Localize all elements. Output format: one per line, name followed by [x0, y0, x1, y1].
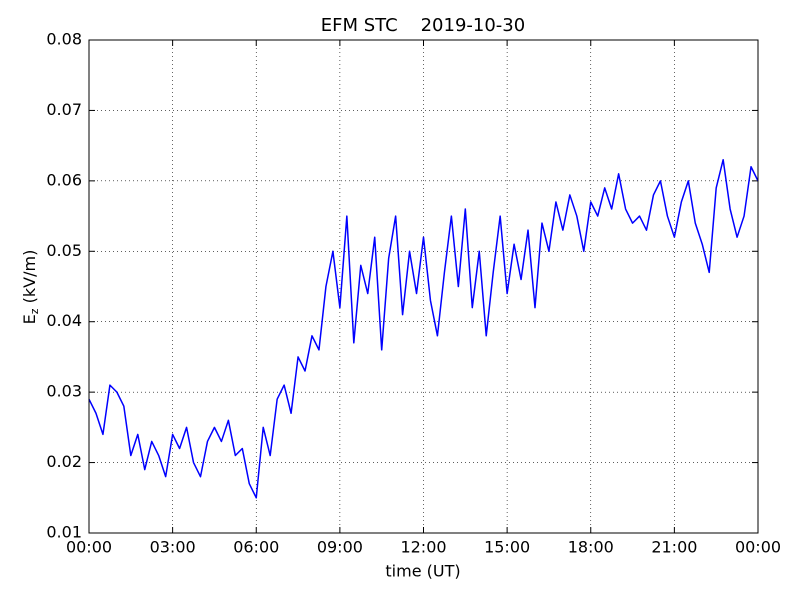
x-tick-label: 21:00 [651, 538, 697, 557]
y-tick-label: 0.04 [46, 311, 82, 330]
y-tick-label: 0.06 [46, 170, 82, 189]
plot-frame [88, 39, 759, 534]
x-tick-label: 06:00 [233, 538, 279, 557]
x-axis-label: time (UT) [385, 562, 460, 581]
y-tick-label: 0.08 [46, 30, 82, 49]
x-tick-label: 15:00 [484, 538, 530, 557]
y-label-sub: z [28, 308, 41, 314]
chart-title: EFM STC 2019-10-30 [321, 15, 525, 36]
y-axis-label: Ez (kV/m) [20, 250, 42, 325]
y-tick-label: 0.07 [46, 100, 82, 119]
x-tick-label: 03:00 [150, 538, 196, 557]
x-tick-label: 18:00 [568, 538, 614, 557]
y-label-main: E [20, 314, 39, 324]
y-label-unit-text: (kV/m) [20, 250, 39, 304]
y-tick-label: 0.02 [46, 452, 82, 471]
x-tick-label: 00:00 [66, 538, 112, 557]
x-tick-label: 09:00 [317, 538, 363, 557]
y-tick-label: 0.05 [46, 241, 82, 260]
x-tick-label: 12:00 [400, 538, 446, 557]
y-tick-label: 0.01 [46, 523, 82, 542]
data-line [88, 158, 759, 499]
x-tick-label: 00:00 [735, 538, 781, 557]
y-tick-label: 0.03 [46, 382, 82, 401]
